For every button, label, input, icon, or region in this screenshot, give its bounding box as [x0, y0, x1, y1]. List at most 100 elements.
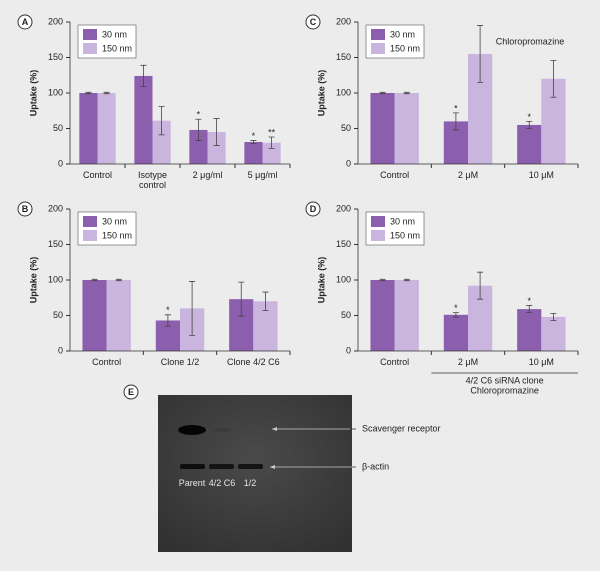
legend-swatch — [371, 216, 385, 227]
error-bar — [526, 305, 533, 314]
axes — [357, 22, 578, 165]
error-bar — [452, 312, 459, 318]
legend-label: 30 nm — [390, 29, 415, 39]
legend-label: 150 nm — [102, 43, 132, 53]
panel-letter: A — [22, 17, 29, 27]
y-tick-label: 50 — [341, 310, 351, 320]
x-tick-label: Control — [92, 357, 122, 367]
error-bar — [140, 64, 147, 88]
error-bar — [103, 91, 110, 95]
y-tick-label: 200 — [48, 203, 63, 213]
error-bar — [550, 59, 557, 98]
x-tick-label-box: 10 μM — [528, 170, 554, 180]
x-tick-label: 10 μM — [528, 357, 554, 367]
y-axis-label: Uptake (%) — [28, 257, 38, 304]
error-bar — [213, 118, 220, 146]
x-tick-label: Clone 4/2 C6 — [227, 357, 280, 367]
x-tick-label: 2 μg/ml — [192, 170, 223, 180]
y-tick-label: 200 — [336, 16, 351, 26]
legend-swatch — [371, 43, 385, 54]
y-tick-label: 200 — [336, 203, 351, 213]
error-bar — [379, 91, 386, 95]
bar — [517, 124, 542, 164]
error-bar — [262, 291, 269, 311]
error-bar — [379, 278, 386, 282]
x-tick-label-box: 2 μM — [458, 357, 478, 367]
x-tick-label: Isotype control — [137, 170, 168, 190]
bar — [394, 93, 419, 164]
bar — [152, 120, 171, 164]
panel-letter: C — [310, 17, 317, 27]
y-tick-label: 150 — [336, 52, 351, 62]
y-tick-label: 100 — [48, 274, 63, 284]
legend-swatch — [83, 29, 97, 40]
bar — [370, 280, 395, 351]
legend-label: 150 nm — [102, 230, 132, 240]
band — [209, 464, 234, 469]
error-bar — [403, 91, 410, 95]
x-tick-label-box: 2 μM — [458, 170, 478, 180]
legend-label: 30 nm — [102, 216, 127, 226]
error-bar — [550, 312, 557, 321]
error-bar — [250, 140, 257, 144]
x-tick-label-box: Control — [92, 357, 122, 367]
lane-label-box: 4/2 C6 — [208, 478, 236, 488]
y-tick-label: 0 — [346, 158, 351, 168]
x-tick-label-box: Control — [83, 170, 112, 180]
significance-marker: * — [454, 303, 458, 313]
bar — [394, 280, 419, 351]
legend-swatch — [83, 230, 97, 241]
error-bar — [452, 112, 459, 131]
y-tick-label: 0 — [58, 345, 63, 355]
y-tick-label: 0 — [346, 345, 351, 355]
significance-marker: * — [166, 305, 170, 315]
error-bar — [158, 106, 165, 136]
panel-badge — [123, 384, 139, 400]
x-tick-label: 10 μM — [528, 170, 554, 180]
error-bar — [238, 281, 245, 317]
panel-badge — [17, 201, 33, 217]
bar — [134, 75, 153, 164]
y-tick-label: 100 — [336, 274, 351, 284]
y-tick-label: 0 — [58, 158, 63, 168]
y-tick-label: 100 — [48, 87, 63, 97]
bar — [262, 142, 281, 164]
significance-marker: * — [252, 131, 256, 141]
band — [213, 428, 231, 432]
error-bar — [91, 278, 98, 282]
band — [180, 464, 205, 469]
error-bar — [195, 118, 202, 141]
error-bar — [403, 278, 410, 282]
y-tick-label: 150 — [48, 52, 63, 62]
panel-badge — [17, 14, 33, 30]
annotation: Chloropromazine — [496, 36, 565, 46]
error-bar — [526, 121, 533, 129]
bar — [79, 93, 98, 164]
blot-image — [158, 395, 352, 552]
y-tick-label: 50 — [53, 123, 63, 133]
arrowhead — [272, 427, 277, 431]
x-tick-label-box: 10 μM — [528, 357, 554, 367]
bar — [541, 316, 566, 351]
significance-marker: * — [527, 112, 531, 122]
bar — [189, 129, 208, 164]
band — [238, 464, 263, 469]
y-tick-label: 150 — [336, 239, 351, 249]
x-tick-label: Control — [380, 357, 410, 367]
axes — [69, 22, 290, 165]
bar — [97, 93, 116, 164]
x-tick-label: 5 μg/ml — [247, 170, 278, 180]
x-tick-label: Clone 1/2 — [160, 357, 200, 367]
legend-swatch — [371, 230, 385, 241]
panel-letter: B — [22, 204, 29, 214]
x-tick-label-box: Control — [380, 170, 410, 180]
y-tick-label: 50 — [341, 123, 351, 133]
legend-label: 150 nm — [390, 230, 420, 240]
arrowhead — [270, 465, 275, 469]
error-bar — [85, 91, 92, 95]
lane-label: 4/2 C6 — [208, 478, 236, 488]
band-label: β-actin — [362, 461, 389, 471]
x-tick-label: Control — [380, 170, 410, 180]
panel-letter: E — [128, 387, 134, 397]
